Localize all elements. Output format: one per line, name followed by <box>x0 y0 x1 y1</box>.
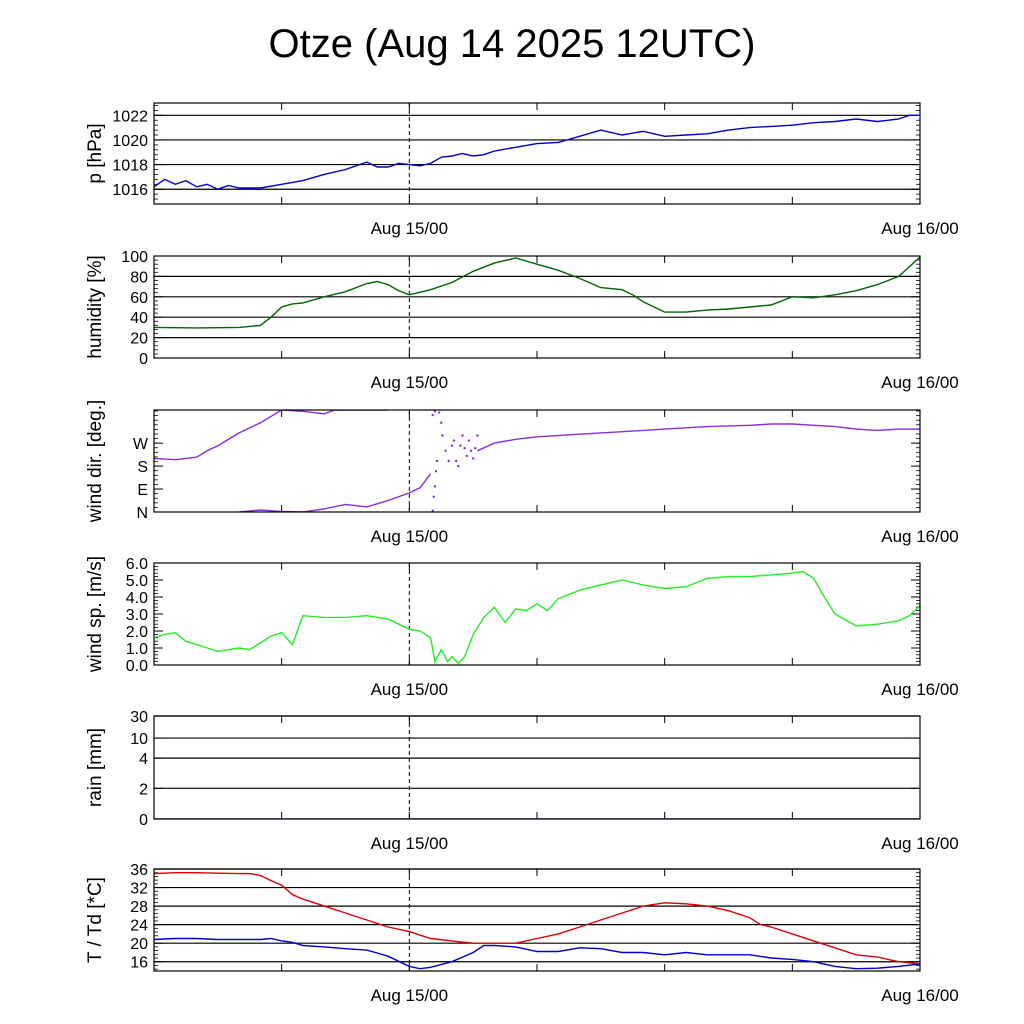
y-tick-label: 1018 <box>112 158 148 175</box>
data-point <box>476 434 479 437</box>
x-tick-label: Aug 15/00 <box>371 986 449 1005</box>
y-tick-label: E <box>137 482 148 499</box>
y-tick-label: 4.0 <box>126 590 148 607</box>
y-tick-label: 60 <box>130 290 148 307</box>
y-tick-label: 10 <box>130 731 148 748</box>
page-title: Otze (Aug 14 2025 12UTC) <box>268 22 756 66</box>
y-axis-label: T / Td [*C] <box>85 877 106 963</box>
data-point <box>440 421 443 424</box>
data-point <box>437 411 441 414</box>
y-tick-label: 40 <box>130 310 148 327</box>
y-tick-label: S <box>137 459 148 476</box>
x-tick-label: Aug 16/00 <box>881 527 959 546</box>
data-point <box>467 439 471 442</box>
x-tick-label: Aug 15/00 <box>371 219 449 238</box>
y-tick-label: 28 <box>130 899 148 916</box>
data-point <box>444 449 447 452</box>
data-point <box>433 485 437 488</box>
data-point <box>459 444 462 447</box>
data-point <box>471 457 475 460</box>
y-tick-label: 0 <box>139 812 148 829</box>
data-point <box>435 459 439 463</box>
x-tick-label: Aug 15/00 <box>371 373 449 392</box>
data-point <box>461 434 464 437</box>
data-point <box>450 444 454 447</box>
data-point <box>431 509 434 512</box>
x-tick-label: Aug 16/00 <box>881 219 959 238</box>
y-tick-label: 30 <box>130 709 148 726</box>
y-axis-label: p [hPa] <box>85 123 106 183</box>
y-tick-label: 2 <box>139 781 148 798</box>
x-tick-label: Aug 16/00 <box>881 834 959 853</box>
y-tick-label: 16 <box>130 955 148 972</box>
x-tick-label: Aug 16/00 <box>881 680 959 699</box>
series-line-2 <box>154 937 920 970</box>
series-line-1 <box>154 872 920 965</box>
y-tick-label: 100 <box>121 249 148 266</box>
series-line-1 <box>154 114 920 190</box>
data-point <box>469 449 473 452</box>
data-point <box>457 464 460 468</box>
y-tick-label: 1.0 <box>126 641 148 658</box>
series-line-1 <box>154 570 920 665</box>
x-tick-label: Aug 16/00 <box>881 373 959 392</box>
series-line-3 <box>239 473 432 512</box>
data-point <box>465 454 468 458</box>
panel-4: 0.01.02.03.04.05.06.0 Aug 15/00 Aug 16/00 w… <box>85 556 959 699</box>
data-point <box>431 413 434 417</box>
panel-2: 0 20 40 60 80 100 Aug 15/00 Aug 16/00 humidity [… <box>85 249 959 392</box>
y-axis-label: rain [mm] <box>85 728 106 807</box>
y-axis-label: humidity [%] <box>85 255 106 358</box>
y-tick-label: 3.0 <box>126 607 148 624</box>
x-tick-label: Aug 16/00 <box>881 986 959 1005</box>
y-tick-label: 2.0 <box>126 624 148 641</box>
data-point <box>454 459 458 463</box>
y-axis-label: wind dir. [deg.] <box>85 400 106 524</box>
x-tick-label: Aug 15/00 <box>371 527 449 546</box>
data-point <box>441 434 444 437</box>
y-tick-label: 20 <box>130 936 148 953</box>
y-tick-label: 80 <box>130 269 148 286</box>
y-tick-label: 1016 <box>112 182 148 199</box>
y-tick-label: 4 <box>139 751 148 768</box>
plot-frame <box>153 409 921 513</box>
data-point <box>474 447 477 450</box>
y-axis-label: wind sp. [m/s] <box>85 556 106 673</box>
data-point <box>433 410 437 413</box>
data-point <box>452 439 456 442</box>
y-tick-label: W <box>133 436 149 453</box>
x-tick-label: Aug 15/00 <box>371 834 449 853</box>
panel-1: 1016 1018 1020 1022 Aug 15/00 Aug 16/00 p [hPa… <box>85 102 959 238</box>
y-tick-label: 1020 <box>112 133 148 150</box>
y-tick-label: 36 <box>130 862 148 879</box>
y-tick-label: 0 <box>139 351 148 368</box>
plot-frame <box>153 255 921 359</box>
panel-5: 0 2 4 10 30 Aug 15/00 Aug 16/00 rain [mm] <box>85 709 959 853</box>
data-point <box>432 495 436 498</box>
data-point <box>434 470 438 473</box>
y-tick-label: 1022 <box>112 108 148 125</box>
y-tick-label: 0.0 <box>126 658 148 675</box>
series-line-5 <box>477 423 920 452</box>
plot-frame <box>153 102 921 205</box>
series-line-1 <box>154 410 336 461</box>
data-point <box>463 447 466 450</box>
x-tick-label: Aug 15/00 <box>371 680 449 699</box>
data-point <box>447 459 450 463</box>
y-tick-label: 32 <box>130 881 148 898</box>
plot-frame <box>153 562 921 666</box>
y-tick-label: 5.0 <box>126 573 148 590</box>
plot-frame <box>153 868 921 972</box>
plot-frame <box>153 715 921 820</box>
y-tick-label: 6.0 <box>126 556 148 573</box>
series-line-1 <box>154 256 920 329</box>
y-tick-label: 24 <box>130 918 148 935</box>
y-tick-label: 20 <box>130 331 148 348</box>
y-tick-label: N <box>136 505 148 522</box>
